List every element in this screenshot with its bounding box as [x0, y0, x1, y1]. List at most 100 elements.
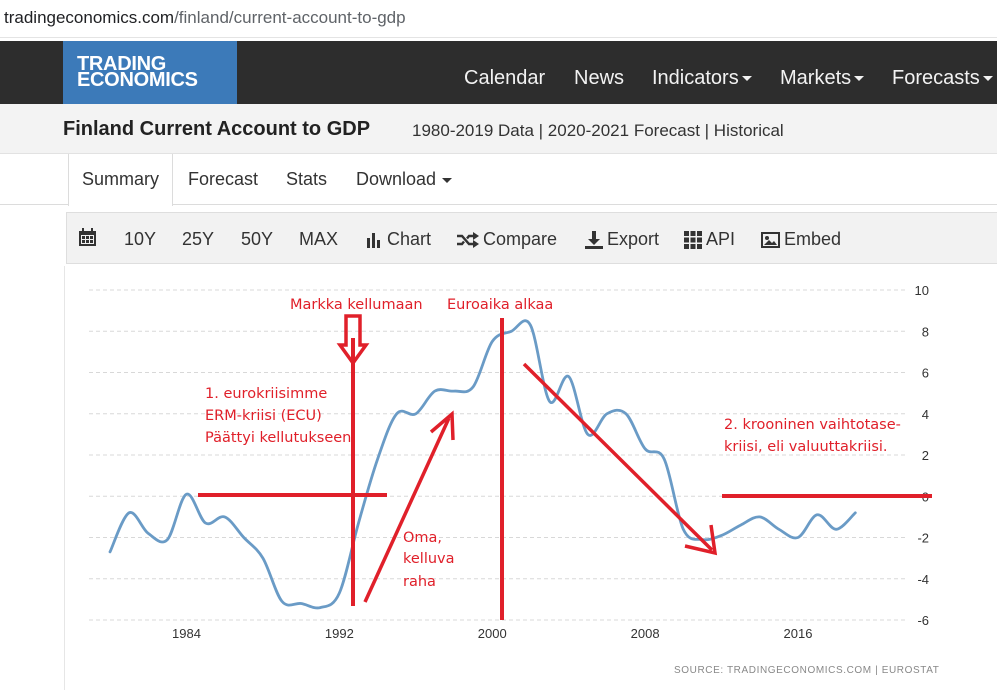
- data-point: [835, 528, 838, 531]
- data-point: [262, 557, 264, 559]
- data-point: [854, 511, 857, 514]
- url-text[interactable]: tradingeconomics.com/finland/current-acc…: [4, 8, 406, 28]
- nav-forecasts[interactable]: Forecasts: [892, 67, 993, 90]
- annotation-oma-line1: Oma,: [403, 530, 442, 546]
- data-point: [166, 538, 169, 541]
- range-50y-button[interactable]: 50Y: [241, 229, 273, 250]
- shuffle-icon: [457, 231, 479, 248]
- data-point: [625, 412, 627, 415]
- data-point: [223, 516, 226, 518]
- data-point: [491, 340, 494, 343]
- chevron-down-icon: [442, 177, 453, 183]
- y-tick-label: 10: [915, 283, 929, 298]
- image-icon: [761, 231, 780, 248]
- chart-button-label: Chart: [387, 229, 432, 249]
- data-point: [453, 390, 455, 392]
- data-point: [739, 524, 742, 526]
- site-logo[interactable]: TRADING ECONOMICS: [63, 41, 237, 104]
- annotation-euro: Euroaika alkaa: [447, 297, 553, 313]
- nav-markets[interactable]: Markets: [780, 67, 865, 90]
- annotation-oma-line2: kelluva: [403, 551, 455, 567]
- data-point: [376, 458, 379, 460]
- y-tick-label: 2: [922, 448, 929, 463]
- export-button[interactable]: Export: [585, 229, 659, 250]
- data-point: [357, 522, 360, 524]
- top-navbar: TRADING ECONOMICS Calendar News Indicato…: [0, 41, 997, 104]
- series-points: [109, 324, 857, 609]
- y-tick-label: 8: [922, 324, 929, 339]
- y-tick-label: -6: [917, 613, 929, 628]
- address-bar[interactable]: tradingeconomics.com/finland/current-acc…: [0, 0, 997, 38]
- data-point: [778, 528, 780, 531]
- series-line: [108, 319, 857, 610]
- data-point: [529, 324, 532, 326]
- compare-button-label: Compare: [483, 229, 558, 249]
- range-25y-button[interactable]: 25Y: [182, 229, 214, 250]
- grid-icon: [684, 230, 702, 249]
- data-point: [185, 493, 188, 495]
- annotation-crisis1-line1: 1. eurokriisimme: [205, 386, 327, 402]
- tab-summary[interactable]: Summary: [68, 154, 174, 206]
- page-title: Finland Current Account to GDP: [63, 118, 371, 140]
- tab-download-label: Download: [356, 169, 437, 189]
- nav-calendar-label: Calendar: [464, 67, 546, 89]
- range-max-button[interactable]: MAX: [299, 229, 338, 250]
- range-10y-label: 10Y: [124, 229, 157, 249]
- y-tick-label: -2: [917, 531, 929, 546]
- data-point: [147, 532, 150, 535]
- chart-source: SOURCE: TRADINGECONOMICS.COM | EUROSTAT: [674, 665, 940, 676]
- url-path: /finland/current-account-to-gdp: [174, 8, 406, 27]
- tab-summary-label: Summary: [82, 169, 160, 189]
- annotations-overlay: [198, 314, 932, 620]
- tab-stats[interactable]: Stats: [286, 169, 327, 190]
- nav-news-label: News: [574, 67, 625, 89]
- data-point: [338, 592, 341, 594]
- data-point: [548, 400, 551, 403]
- tab-forecast[interactable]: Forecast: [188, 169, 258, 190]
- page-subtitle: 1980-2019 Data | 2020-2021 Forecast | Hi…: [412, 121, 784, 140]
- data-point: [510, 330, 513, 333]
- data-point: [242, 536, 245, 539]
- data-point: [204, 522, 207, 524]
- data-point: [128, 511, 130, 514]
- logo-line1: TRADING: [77, 53, 167, 75]
- data-point: [567, 375, 570, 378]
- chevron-down-icon: [982, 76, 993, 82]
- rise-arrow-shaft: [363, 417, 451, 603]
- data-point: [395, 412, 398, 415]
- url-host: tradingeconomics.com: [4, 8, 175, 27]
- nav-news[interactable]: News: [574, 67, 624, 90]
- data-point: [720, 534, 723, 537]
- chevron-down-icon: [741, 76, 752, 82]
- annotation-crisis2-line1: 2. krooninen vaihtotase-: [724, 417, 901, 433]
- nav-indicators[interactable]: Indicators: [652, 67, 752, 90]
- annotation-labels: Markka kellumaan Euroaika alkaa 1. eurok…: [205, 297, 901, 590]
- compare-button[interactable]: Compare: [457, 229, 557, 250]
- range-10y-button[interactable]: 10Y: [124, 229, 156, 250]
- x-axis-ticks: 1984 1992 2000 2008 2016: [172, 626, 812, 641]
- download-icon: [585, 230, 603, 249]
- annotation-oma-line3: raha: [403, 574, 436, 590]
- page-header: Finland Current Account to GDP 1980-2019…: [0, 104, 997, 154]
- range-25y-label: 25Y: [182, 229, 215, 249]
- calendar-icon[interactable]: [79, 228, 100, 246]
- embed-button[interactable]: Embed: [761, 229, 841, 250]
- x-tick-label: 1984: [172, 626, 201, 641]
- x-tick-label: 2000: [478, 626, 507, 641]
- data-point: [472, 386, 474, 388]
- chart-button[interactable]: Chart: [367, 229, 431, 250]
- data-point: [816, 514, 818, 516]
- chart-area: 10 8 6 4 2 0 -2 -4 -6 1984 1992 2000 2008 2016 Markk…: [64, 266, 997, 690]
- tab-bar: Summary Forecast Stats Download: [0, 154, 997, 206]
- nav-calendar[interactable]: Calendar: [464, 67, 545, 90]
- api-button[interactable]: API: [684, 229, 735, 250]
- data-point: [758, 516, 761, 518]
- y-tick-label: 4: [922, 407, 929, 422]
- data-point: [682, 528, 685, 531]
- data-point: [663, 458, 666, 460]
- tab-download[interactable]: Download: [356, 169, 453, 190]
- api-button-label: API: [706, 229, 736, 249]
- data-point: [434, 390, 436, 392]
